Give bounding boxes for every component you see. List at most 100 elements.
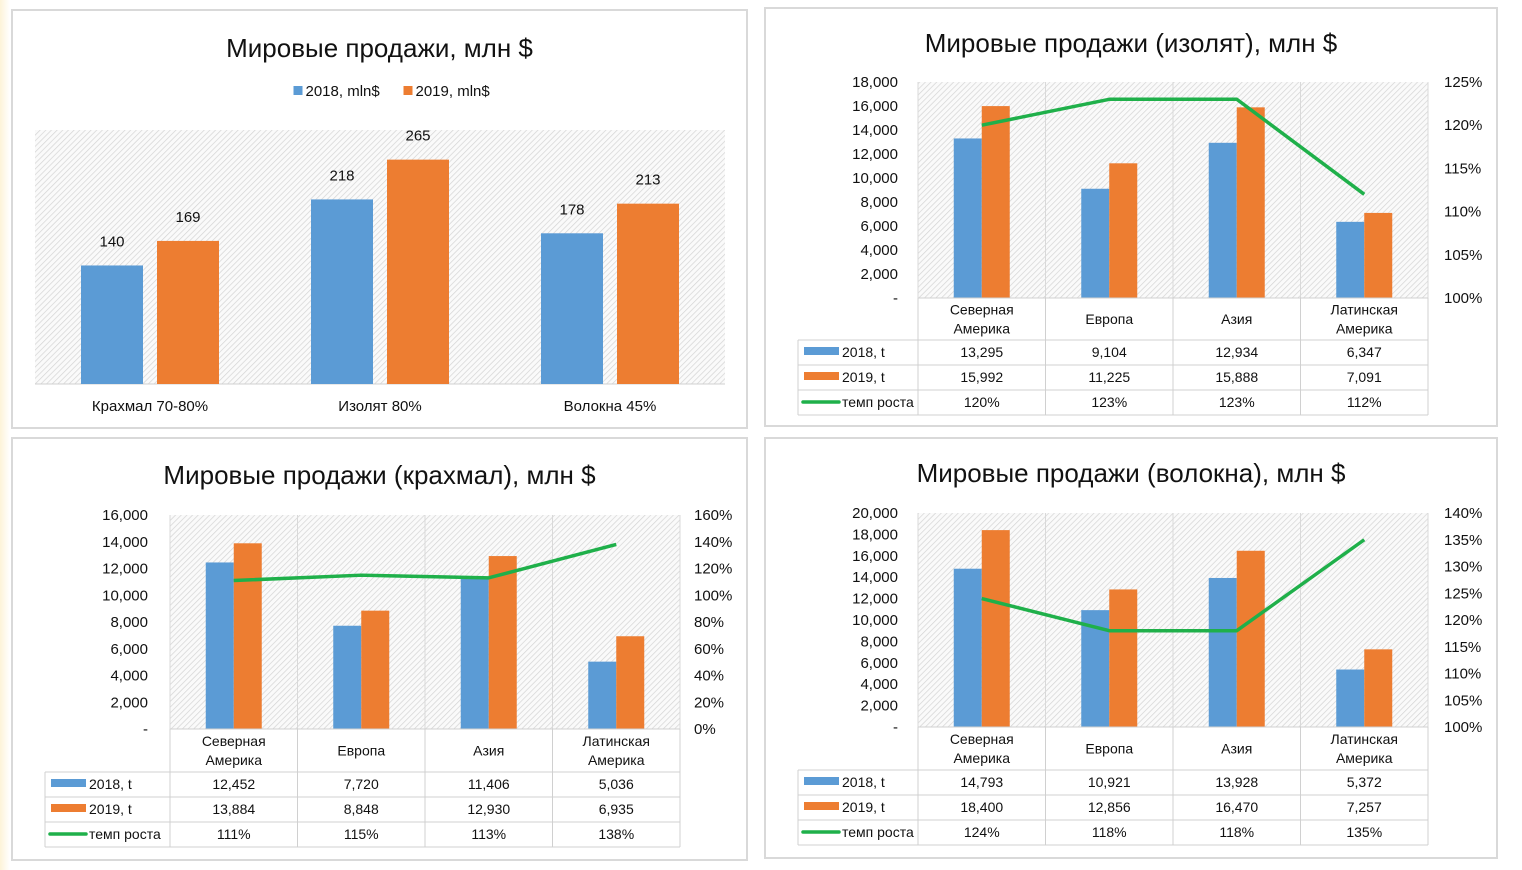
y-tick-label: 12,000 [852, 146, 898, 163]
category-line: Америка [953, 750, 1010, 766]
table-cell: 6,935 [599, 801, 634, 817]
y-tick-label: 2,000 [110, 694, 148, 711]
y-tick-label: 12,000 [102, 561, 148, 578]
category-line: Северная [202, 733, 266, 749]
category-line: Америка [588, 752, 645, 768]
table-cell: 135% [1346, 824, 1382, 840]
category-line: Латинская [583, 733, 650, 749]
table-series-name: темп роста [842, 394, 914, 410]
legend-swatch-2019 [403, 86, 413, 95]
bar-2018 [460, 576, 489, 729]
table-category-header: Латинская Америка [1331, 731, 1398, 766]
table-cell: 8,848 [344, 801, 379, 817]
table-series-name: 2018, t [842, 344, 885, 360]
table-cell: 112% [1347, 394, 1382, 410]
y-tick-label: 4,000 [860, 676, 898, 693]
table-cell: 13,295 [960, 344, 1003, 360]
y2-tick-label: 110% [1444, 666, 1481, 683]
category-line: Америка [205, 752, 262, 768]
table-cell: 18,400 [960, 799, 1003, 815]
y2-tick-label: 100% [1444, 719, 1482, 736]
growth-line [981, 538, 1366, 633]
legend-key-2018 [804, 347, 839, 355]
legend-key-2018 [804, 777, 839, 785]
bar-2019 [1109, 163, 1138, 298]
table-cell: 12,934 [1215, 344, 1258, 360]
table-series-name: темп роста [89, 826, 161, 842]
table-cell: 13,928 [1215, 774, 1258, 790]
y-tick-label: 6,000 [110, 641, 148, 658]
table-cell: 12,452 [212, 776, 255, 792]
category-line: Азия [1221, 741, 1252, 757]
bar-2019 [233, 543, 262, 729]
table-cell: 123% [1219, 394, 1255, 410]
y-tick-label: 6,000 [860, 655, 898, 672]
table-cell: 14,793 [960, 774, 1003, 790]
category-line: Европа [337, 743, 385, 759]
table-category-header: Северная Америка [950, 731, 1014, 766]
category-line: Латинская [1331, 302, 1398, 318]
y-tick-label: - [143, 721, 148, 738]
category-line: Европа [1085, 311, 1133, 327]
table-cell: 9,104 [1092, 344, 1127, 360]
table-cell: 124% [964, 824, 1000, 840]
y2-tick-label: 120% [694, 561, 732, 578]
category-line: Азия [473, 743, 504, 759]
y2-tick-label: 135% [1444, 532, 1482, 549]
table-category-header: Азия [473, 743, 504, 759]
bar-2018 [1081, 188, 1110, 298]
y2-tick-label: 105% [1444, 247, 1482, 264]
y2-tick-label: 80% [694, 614, 724, 631]
table-cell: 123% [1091, 394, 1127, 410]
table-cell: 138% [598, 826, 634, 842]
y2-tick-label: 160% [694, 507, 732, 524]
bar-2019 [617, 203, 679, 384]
y2-tick-label: 120% [1444, 117, 1482, 134]
table-cell: 11,225 [1088, 369, 1130, 385]
table-category-header: Азия [1221, 311, 1252, 327]
table-series-name: темп роста [842, 824, 914, 840]
y-tick-label: 10,000 [852, 170, 898, 187]
bar-2018 [588, 661, 617, 729]
table-series-name: 2019, t [842, 799, 885, 815]
y2-tick-label: 105% [1444, 692, 1482, 709]
table-series-name: 2019, t [89, 801, 132, 817]
y2-tick-label: 125% [1444, 74, 1482, 91]
legend-label: 2019, mln$ [416, 83, 491, 100]
y2-tick-label: 115% [1444, 160, 1481, 177]
table-cell: 5,036 [599, 776, 634, 792]
bar-2019 [157, 240, 219, 384]
y-tick-label: 16,000 [852, 98, 898, 115]
table-cell: 15,888 [1215, 369, 1258, 385]
bar-2019 [488, 556, 517, 729]
data-table: Северная Америка Европа Азия Латинская Америк… [44, 728, 681, 848]
bar-2018 [333, 625, 362, 729]
chart-panel-4: Мировые продажи (волокна), млн $ - 2,000 4,… [764, 437, 1498, 859]
data-table: Северная Америка Европа Азия Латинская Америк… [797, 297, 1429, 416]
slide-edge-decoration [0, 0, 10, 870]
table-category-header: Латинская Америка [1331, 302, 1398, 337]
category-label: Волокна 45% [564, 398, 657, 415]
y-tick-label: 6,000 [860, 218, 898, 235]
y-tick-label: 4,000 [860, 242, 898, 259]
bar-2018 [1336, 669, 1365, 727]
y2-tick-label: 60% [694, 641, 724, 658]
table-series-name: 2018, t [842, 774, 885, 790]
legend-key-2019 [804, 372, 839, 380]
data-label: 218 [329, 167, 354, 184]
table-cell: 115% [344, 826, 379, 842]
legend-key-2019 [51, 804, 86, 812]
table-cell: 7,720 [344, 776, 379, 792]
category-line: Америка [953, 321, 1010, 337]
table-cell: 6,347 [1347, 344, 1382, 360]
table-cell: 12,856 [1088, 799, 1131, 815]
y-tick-label: 8,000 [860, 633, 898, 650]
table-series-name: 2018, t [89, 776, 132, 792]
y2-tick-label: 100% [1444, 290, 1482, 307]
table-cell: 16,470 [1215, 799, 1258, 815]
data-label: 265 [405, 128, 430, 145]
chart-title: Мировые продажи, млн $ [226, 33, 533, 63]
category-line: Европа [1085, 741, 1133, 757]
table-cell: 118% [1092, 824, 1127, 840]
y-tick-label: 14,000 [852, 569, 898, 586]
